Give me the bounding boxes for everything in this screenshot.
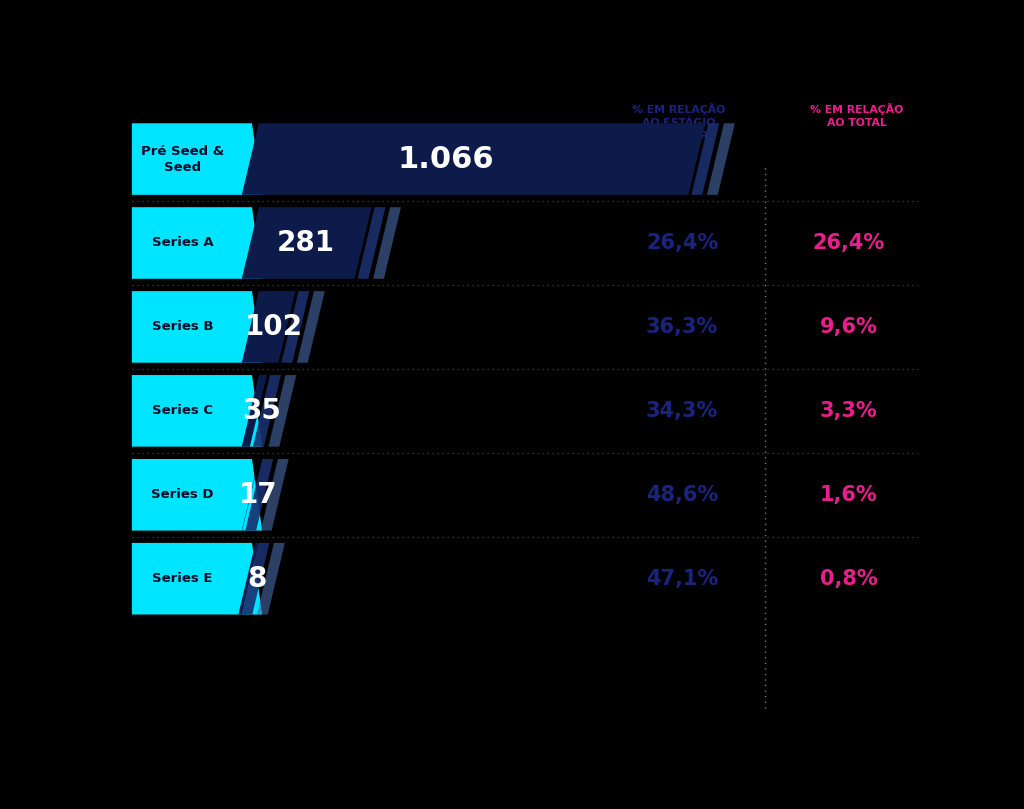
Polygon shape: [282, 291, 309, 362]
Text: Series D: Series D: [152, 489, 214, 502]
Polygon shape: [132, 291, 262, 362]
Polygon shape: [242, 375, 267, 447]
Text: 26,4%: 26,4%: [813, 233, 885, 253]
Text: Series B: Series B: [152, 320, 213, 333]
Polygon shape: [132, 543, 262, 615]
Polygon shape: [691, 123, 719, 195]
Text: 1,6%: 1,6%: [820, 485, 878, 505]
Text: Series C: Series C: [152, 404, 213, 417]
Text: 8: 8: [247, 565, 266, 593]
Polygon shape: [132, 123, 262, 195]
Polygon shape: [257, 543, 285, 615]
Text: Series A: Series A: [152, 236, 213, 249]
Text: 48,6%: 48,6%: [646, 485, 718, 505]
Text: 26,4%: 26,4%: [646, 233, 718, 253]
Text: 36,3%: 36,3%: [646, 317, 718, 337]
Polygon shape: [297, 291, 325, 362]
Text: 1.066: 1.066: [397, 145, 495, 174]
Text: 281: 281: [276, 229, 335, 257]
Polygon shape: [253, 375, 281, 447]
Text: Pré Seed &
Seed: Pré Seed & Seed: [140, 145, 224, 174]
Polygon shape: [132, 459, 262, 531]
Polygon shape: [239, 543, 259, 615]
Text: Series E: Series E: [153, 572, 213, 585]
Polygon shape: [373, 207, 401, 279]
Polygon shape: [132, 207, 262, 279]
Text: 0,8%: 0,8%: [820, 569, 878, 589]
Polygon shape: [242, 459, 259, 531]
Polygon shape: [242, 207, 372, 279]
Text: 102: 102: [245, 313, 303, 341]
Polygon shape: [242, 291, 295, 362]
Polygon shape: [242, 543, 269, 615]
Polygon shape: [246, 459, 273, 531]
Polygon shape: [261, 459, 289, 531]
Text: 17: 17: [240, 481, 278, 509]
Polygon shape: [132, 375, 262, 447]
Polygon shape: [707, 123, 735, 195]
Polygon shape: [357, 207, 385, 279]
Text: 47,1%: 47,1%: [646, 569, 718, 589]
Text: 9,6%: 9,6%: [820, 317, 878, 337]
Text: % EM RELAÇÃO
AO ESTÁGIO
ANTERIOR: % EM RELAÇÃO AO ESTÁGIO ANTERIOR: [632, 104, 725, 141]
Text: 3,3%: 3,3%: [820, 400, 878, 421]
Text: % EM RELAÇÃO
AO TOTAL: % EM RELAÇÃO AO TOTAL: [810, 104, 903, 128]
Text: 34,3%: 34,3%: [646, 400, 718, 421]
Text: 35: 35: [243, 397, 282, 425]
Polygon shape: [268, 375, 296, 447]
Polygon shape: [242, 123, 706, 195]
